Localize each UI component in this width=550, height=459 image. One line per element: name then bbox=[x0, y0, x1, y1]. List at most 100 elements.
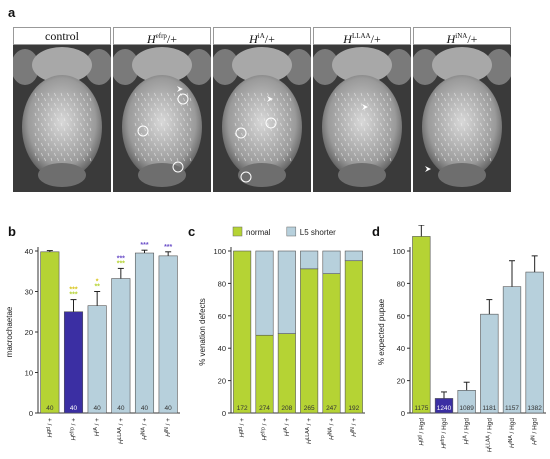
scutellum bbox=[138, 163, 186, 187]
micrograph-2: Hefrp/+ bbox=[113, 27, 211, 192]
label-base: H bbox=[446, 32, 456, 46]
category-gene: H bbox=[142, 435, 149, 440]
category-label: Hefrp / Hgd bbox=[440, 418, 448, 449]
category-label: HiNA / + bbox=[141, 418, 149, 440]
y-tick-label: 40 bbox=[397, 344, 405, 353]
bar-segment bbox=[344, 250, 363, 262]
micrograph-4: HLLAA/+ bbox=[313, 27, 411, 192]
n-label: 1382 bbox=[527, 405, 542, 412]
y-tick-label: 80 bbox=[397, 279, 405, 288]
legend-swatch bbox=[286, 226, 297, 237]
n-label: 1175 bbox=[414, 405, 428, 412]
y-tick-label: 30 bbox=[25, 288, 33, 297]
micrograph-3: HiA/+ bbox=[213, 27, 311, 192]
y-axis-label: % venation defects bbox=[198, 298, 207, 366]
y-tick-label: 100 bbox=[392, 247, 405, 256]
chart-macrochaetae: 0 10 20 30 40 macrochaetae 40 Hgd / + 40 Hefrp / … bbox=[5, 242, 180, 444]
label-suffix: /+ bbox=[264, 32, 275, 46]
eye bbox=[313, 49, 339, 85]
category-allele: efrp bbox=[440, 435, 446, 444]
arrow-marker bbox=[425, 166, 431, 172]
significance-stars: * bbox=[96, 279, 99, 286]
category-label: Hgd / + bbox=[46, 418, 54, 438]
category-allele: iA bbox=[463, 435, 469, 440]
category-gene: H bbox=[509, 443, 516, 448]
n-label: 40 bbox=[117, 405, 125, 412]
scutellum bbox=[38, 163, 86, 187]
category-allele: IN bbox=[164, 427, 170, 432]
category-allele: iNA bbox=[508, 435, 514, 444]
y-tick-label: 40 bbox=[25, 247, 33, 256]
category-suffix: / + bbox=[71, 418, 78, 427]
significance-stars: *** bbox=[117, 255, 125, 262]
bar bbox=[40, 251, 60, 414]
eye bbox=[13, 49, 39, 85]
n-label: 40 bbox=[141, 405, 149, 412]
panel-letter-c: c bbox=[188, 224, 196, 239]
category-label: HiA / + bbox=[283, 418, 291, 437]
y-tick-label: 40 bbox=[218, 344, 226, 353]
significance-stars: *** bbox=[117, 260, 125, 267]
category-suffix: / + bbox=[47, 418, 54, 427]
scutellum bbox=[238, 163, 286, 187]
significance-stars: *** bbox=[164, 244, 172, 251]
category-allele: efrp bbox=[261, 427, 267, 436]
category-suffix: / + bbox=[118, 418, 125, 427]
thorax bbox=[422, 75, 502, 179]
category-suffix: / + bbox=[306, 418, 313, 427]
micrograph-label: Hefrp/+ bbox=[113, 27, 211, 46]
thorax bbox=[222, 75, 302, 179]
panel-letter-b: b bbox=[8, 224, 16, 239]
bar bbox=[87, 305, 107, 414]
category-allele: LLAA bbox=[117, 427, 123, 440]
category-suffix: / Hgd bbox=[418, 418, 425, 436]
eye bbox=[185, 49, 211, 85]
bar bbox=[63, 311, 84, 414]
y-tick-label: 60 bbox=[397, 312, 405, 321]
category-label: HLLAA / + bbox=[117, 418, 125, 444]
category-suffix: / + bbox=[329, 418, 336, 427]
panel-letter-a: a bbox=[8, 5, 16, 20]
micrograph-label: HLLAA/+ bbox=[313, 27, 411, 46]
significance-stars: *** bbox=[69, 287, 77, 294]
bar bbox=[502, 286, 522, 414]
label-suffix: /+ bbox=[166, 32, 178, 46]
category-suffix: / + bbox=[165, 418, 172, 427]
head bbox=[332, 47, 392, 83]
n-label: 1240 bbox=[437, 405, 452, 412]
head bbox=[32, 47, 92, 83]
y-tick-label: 0 bbox=[401, 409, 405, 418]
category-gene: H bbox=[329, 435, 336, 440]
n-label: 192 bbox=[348, 405, 359, 412]
bar-segment bbox=[300, 250, 319, 270]
category-suffix: / + bbox=[284, 418, 291, 427]
label-base: H bbox=[343, 32, 352, 46]
thorax-image bbox=[313, 27, 411, 192]
bar-segment bbox=[344, 260, 363, 414]
y-tick-label: 20 bbox=[25, 328, 33, 337]
legend-swatch bbox=[232, 226, 243, 237]
arrow-marker bbox=[362, 104, 368, 110]
category-allele: IN bbox=[350, 427, 356, 432]
category-allele: iA bbox=[283, 427, 289, 432]
category-gene: H bbox=[165, 432, 172, 437]
n-label: 1157 bbox=[505, 405, 519, 412]
n-label: 1089 bbox=[459, 405, 474, 412]
category-suffix: / Hgd bbox=[509, 418, 516, 436]
category-allele: iNA bbox=[141, 427, 147, 436]
thorax-image bbox=[13, 27, 111, 192]
category-allele: efrp bbox=[70, 427, 76, 436]
micrograph-label: control bbox=[13, 27, 111, 45]
eye bbox=[213, 49, 239, 85]
category-label: HIN / + bbox=[164, 418, 172, 437]
bar bbox=[412, 236, 431, 414]
category-allele: LLAA bbox=[305, 427, 311, 440]
bar-segment bbox=[322, 250, 341, 274]
category-allele: gd bbox=[46, 427, 52, 433]
bar bbox=[111, 278, 131, 414]
arrow-marker bbox=[267, 96, 273, 102]
n-label: 40 bbox=[70, 405, 78, 412]
label-suffix: /+ bbox=[467, 32, 478, 46]
category-allele: gd bbox=[417, 435, 423, 441]
marker-circle bbox=[137, 125, 149, 137]
